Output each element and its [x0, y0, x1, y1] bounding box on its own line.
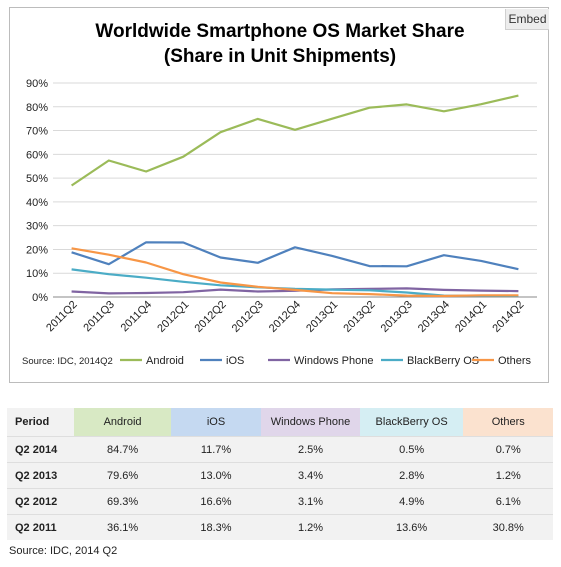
- legend-label: Others: [498, 355, 532, 367]
- table-source: Source: IDC, 2014 Q2: [9, 545, 118, 557]
- column-header: Windows Phone: [261, 408, 360, 437]
- period-cell: Q2 2014: [7, 436, 75, 463]
- x-tick-label: 2013Q4: [416, 299, 452, 335]
- table-row: Q2 2012 69.3% 16.6% 3.1% 4.9% 6.1%: [7, 488, 553, 515]
- value-cell: 4.9%: [359, 488, 464, 515]
- x-tick-label: 2013Q3: [379, 299, 415, 335]
- embed-button[interactable]: Embed: [505, 9, 549, 30]
- period-cell: Q2 2012: [7, 488, 75, 515]
- x-tick-label: 2011Q3: [81, 299, 117, 335]
- chart-title-line-1: Worldwide Smartphone OS Market Share: [95, 21, 464, 42]
- value-cell: 18.3%: [170, 514, 262, 540]
- period-cell: Q2 2011: [7, 514, 75, 540]
- y-tick-label: 40%: [26, 197, 48, 209]
- value-cell: 2.5%: [261, 436, 360, 463]
- legend: Android iOS Windows Phone BlackBerry OS Othe…: [120, 355, 532, 367]
- y-tick-label: 0%: [32, 292, 48, 304]
- y-tick-label: 70%: [26, 126, 48, 138]
- x-tick-label: 2012Q3: [230, 299, 266, 335]
- chart-title-line-2: (Share in Unit Shipments): [164, 46, 396, 67]
- x-tick-label: 2011Q2: [44, 299, 80, 335]
- y-axis-ticks: 0% 10% 20% 30% 40% 50% 60% 70% 80% 90%: [26, 78, 48, 304]
- series-line-others: [71, 247, 519, 298]
- value-cell: 36.1%: [74, 514, 171, 540]
- chart-container: Worldwide Smartphone OS Market Share (Sh…: [9, 7, 549, 383]
- value-cell: 16.6%: [170, 488, 262, 515]
- x-tick-label: 2011Q4: [119, 299, 155, 335]
- y-tick-label: 20%: [26, 244, 48, 256]
- value-cell: 0.5%: [359, 436, 464, 463]
- series-line-android: [70, 94, 519, 187]
- table-row: Q2 2013 79.6% 13.0% 3.4% 2.8% 1.2%: [7, 462, 553, 489]
- value-cell: 84.7%: [74, 436, 171, 463]
- column-header: iOS: [170, 408, 262, 437]
- gridlines: [53, 82, 537, 298]
- x-tick-label: 2013Q1: [304, 299, 340, 335]
- y-tick-label: 80%: [26, 102, 48, 114]
- table-row: Q2 2011 36.1% 18.3% 1.2% 13.6% 30.8%: [7, 514, 553, 540]
- value-cell: 3.4%: [261, 462, 360, 489]
- table-row: Q2 2014 84.7% 11.7% 2.5% 0.5% 0.7%: [7, 436, 553, 463]
- x-tick-label: 2014Q1: [453, 299, 489, 335]
- x-tick-label: 2014Q2: [490, 299, 526, 335]
- value-cell: 13.0%: [170, 462, 262, 489]
- value-cell: 3.1%: [261, 488, 360, 515]
- value-cell: 0.7%: [463, 436, 553, 463]
- legend-label: iOS: [226, 355, 244, 367]
- legend-label: BlackBerry OS: [407, 355, 479, 367]
- x-tick-label: 2012Q4: [267, 299, 303, 335]
- value-cell: 69.3%: [74, 488, 171, 515]
- value-cell: 13.6%: [359, 514, 464, 540]
- series-line-ios: [71, 241, 519, 271]
- chart-source: Source: IDC, 2014Q2: [22, 356, 113, 367]
- value-cell: 6.1%: [463, 488, 553, 515]
- column-header: BlackBerry OS: [359, 408, 464, 437]
- y-tick-label: 30%: [26, 221, 48, 233]
- market-share-chart: Worldwide Smartphone OS Market Share (Sh…: [22, 21, 537, 367]
- table-body: Q2 2014 84.7% 11.7% 2.5% 0.5% 0.7% Q2 2013 79.6…: [7, 436, 553, 540]
- column-header: Period: [7, 408, 75, 437]
- value-cell: 11.7%: [170, 436, 262, 463]
- period-cell: Q2 2013: [7, 462, 75, 489]
- x-tick-label: 2013Q2: [341, 299, 377, 335]
- y-tick-label: 50%: [26, 173, 48, 185]
- column-header: Android: [74, 408, 171, 437]
- value-cell: 30.8%: [463, 514, 553, 540]
- x-axis-ticks: 2011Q2 2011Q3 2011Q4 2012Q1 2012Q2 2012Q3 2012…: [44, 299, 526, 335]
- x-tick-label: 2012Q1: [155, 299, 191, 335]
- legend-label: Android: [146, 355, 184, 367]
- series-lines: [70, 94, 519, 298]
- legend-label: Windows Phone: [294, 355, 374, 367]
- value-cell: 1.2%: [463, 462, 553, 489]
- market-share-table: Period Android iOS Windows Phone BlackBerry …: [7, 408, 553, 540]
- column-header: Others: [463, 408, 553, 437]
- value-cell: 79.6%: [74, 462, 171, 489]
- y-tick-label: 90%: [26, 78, 48, 90]
- y-tick-label: 60%: [26, 149, 48, 161]
- y-tick-label: 10%: [26, 268, 48, 280]
- value-cell: 2.8%: [359, 462, 464, 489]
- value-cell: 1.2%: [261, 514, 360, 540]
- table-header-row: Period Android iOS Windows Phone BlackBerry …: [7, 408, 553, 437]
- x-tick-label: 2012Q2: [192, 299, 228, 335]
